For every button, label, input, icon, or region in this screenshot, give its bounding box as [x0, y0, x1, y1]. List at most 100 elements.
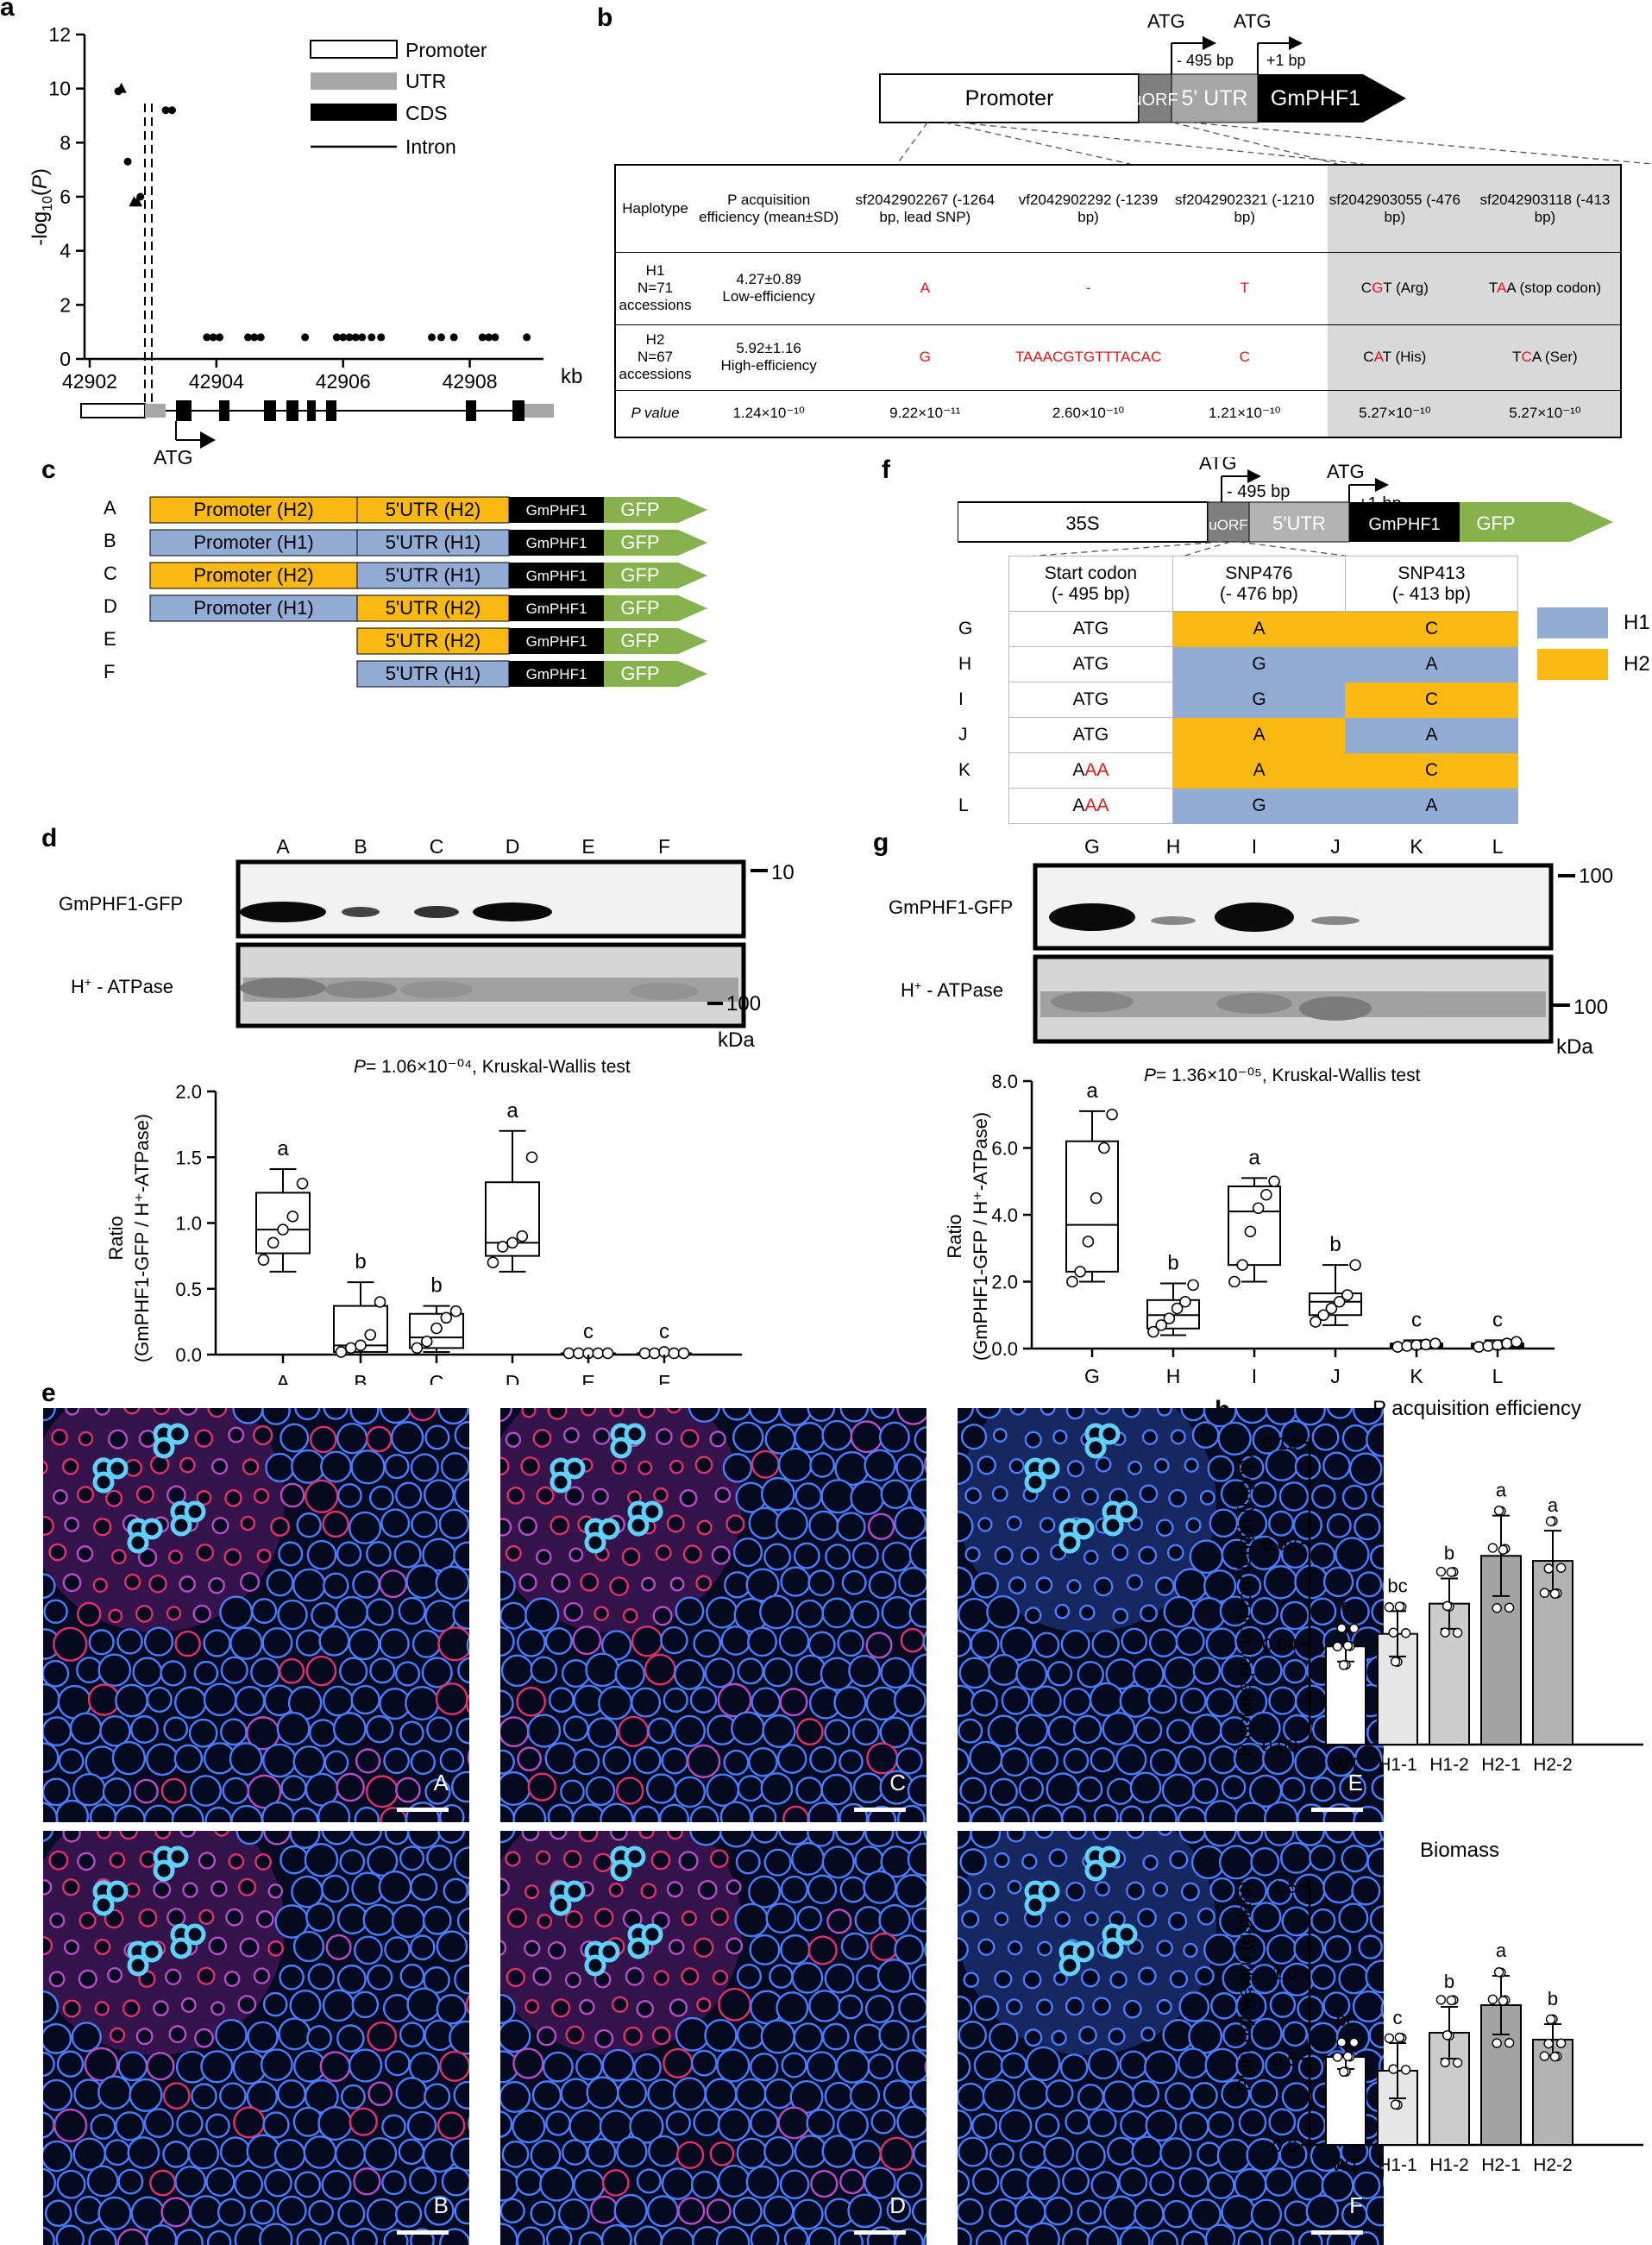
f-seg-gene: GmPHF1: [1368, 515, 1440, 534]
bar-point: [1498, 1545, 1507, 1554]
panel-a-atg: ATG: [154, 446, 193, 468]
lane-F: F: [658, 835, 670, 858]
xtick-D: D: [506, 1371, 520, 1385]
bar-point: [1547, 1517, 1555, 1525]
xtick-H1-1: H1-1: [1378, 2155, 1417, 2175]
xtick-WT: WT: [1332, 1755, 1360, 1775]
micrograph-label: C: [889, 1770, 906, 1796]
box-point: [593, 1348, 603, 1358]
panel-i-barchart: Biomass Plant dry weight (g/plant) 0.00.…: [1216, 1786, 1652, 2193]
f-cell: H: [958, 647, 1009, 682]
lane-E: E: [581, 835, 594, 858]
box-point: [639, 1348, 650, 1358]
ytick-0.0: 0.0: [991, 1338, 1018, 1360]
box-point: [1099, 1143, 1109, 1154]
construct-gfp: GFP: [620, 564, 659, 586]
bar-point: [1337, 1624, 1346, 1632]
f-cell: L: [958, 789, 1009, 824]
bar-H1-2: bH1-2: [1429, 1543, 1469, 1776]
f-cell: G: [1172, 682, 1345, 718]
xtick-K: K: [1410, 1365, 1423, 1385]
sig-letter: b: [355, 1250, 366, 1273]
bar-H2-1: aH2-1: [1481, 1940, 1521, 2175]
bar-point: [1389, 2065, 1398, 2073]
box-point: [1253, 1203, 1264, 1213]
h2-n: N=67 accessions: [619, 349, 691, 382]
box-B: bB: [334, 1250, 387, 1385]
bar-point: [1350, 1624, 1359, 1632]
xtick-H1-2: H1-2: [1429, 1755, 1469, 1775]
f-cell: AAA: [1009, 789, 1173, 824]
bar-point: [1340, 2067, 1348, 2076]
xtick-L: L: [1492, 1365, 1504, 1385]
a-point-circle-4: [168, 106, 176, 114]
h2-s1: G: [843, 324, 1007, 390]
a-point-circle-11: [301, 333, 309, 341]
scale-bar: [1311, 2230, 1363, 2235]
f-cell: C: [1345, 753, 1517, 789]
construct-utr: 5'UTR (H1): [386, 531, 481, 553]
sig-letter: bc: [1387, 1575, 1407, 1596]
a-ytick-10: 10: [48, 78, 71, 100]
f-cell: A: [1172, 753, 1345, 789]
g-ylabel2: (GmPHF1-GFP / H⁺-ATPase): [970, 1112, 991, 1361]
box-C: bC: [410, 1274, 463, 1385]
d-marker1: 100: [771, 861, 794, 884]
bar-point: [1333, 2053, 1341, 2061]
bar-point: [1350, 2038, 1359, 2047]
a-point-circle-20: [437, 333, 445, 341]
bar-WT: cWT: [1326, 1595, 1366, 1775]
bar-H2-1: aH2-1: [1481, 1480, 1521, 1775]
f-haplotype-table: Start codon(- 495 bp)SNP476(- 476 bp)SNP…: [958, 556, 1518, 824]
legend-cds: CDS: [405, 102, 448, 124]
xtick-B: B: [354, 1371, 367, 1385]
ytick-0.5: 0.5: [1272, 2050, 1297, 2070]
g-ylabel1: Ratio: [944, 1214, 965, 1258]
box-point: [1350, 1260, 1360, 1270]
f-cell: K: [958, 753, 1009, 789]
bar-point: [1492, 2039, 1501, 2047]
bar-point: [1443, 2031, 1452, 2040]
micrograph-label: F: [1349, 2192, 1363, 2219]
box-point: [1229, 1277, 1240, 1287]
bar-point: [1488, 1544, 1497, 1552]
h1-eff2: Low-efficiency: [722, 288, 814, 305]
box-point: [1237, 1260, 1247, 1270]
construct-promoter: Promoter (H2): [193, 499, 313, 520]
h2-s5c: A (Ser): [1532, 349, 1578, 365]
h1-hap: H1: [646, 262, 665, 279]
ytick-4.0: 4.0: [991, 1204, 1018, 1226]
bar-point: [1454, 1628, 1462, 1637]
box-E: cE: [562, 1320, 615, 1385]
bar-point: [1447, 1568, 1455, 1576]
a-xtick-42908: 42908: [443, 370, 498, 393]
xtick-I: I: [1252, 1365, 1257, 1385]
lane-I: I: [1252, 835, 1257, 858]
h2-eff2: High-efficiency: [721, 357, 817, 374]
bar-point: [1488, 1995, 1497, 2003]
h1-s4b: G: [1372, 280, 1383, 296]
bar-point: [1550, 1589, 1559, 1598]
box-point: [1269, 1176, 1279, 1186]
construct-gene: GmPHF1: [526, 666, 587, 682]
pv-1: 1.24×10⁻¹⁰: [694, 390, 843, 437]
g-marker2: 100: [1573, 996, 1608, 1019]
f-legend-h2: H2: [1624, 652, 1650, 676]
i-ylabel: Plant dry weight (g/plant): [1234, 1881, 1255, 2091]
xtick-G: G: [1084, 1365, 1100, 1385]
bar-point: [1495, 1506, 1504, 1515]
scale-bar: [397, 1808, 449, 1812]
f-cell: A: [1345, 718, 1517, 753]
h2-s2: TAAACGTGTTTACAC: [1007, 324, 1169, 390]
g-stat: P= 1.36×10⁻⁰⁵, Kruskal-Wallis test: [1144, 1066, 1421, 1085]
a-xtick-42904: 42904: [189, 370, 244, 393]
bar-point: [1402, 1629, 1410, 1638]
a-point-circle-24: [491, 333, 499, 341]
micrograph-cells: [500, 1831, 927, 2245]
ytick-6.0: 6.0: [991, 1138, 1018, 1160]
